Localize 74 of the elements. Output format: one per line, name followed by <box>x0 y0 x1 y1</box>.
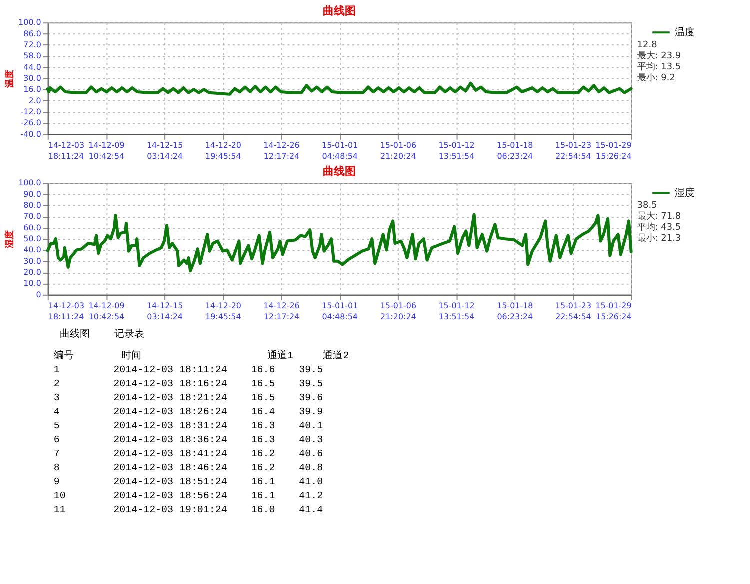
chart-title: 曲线图 <box>323 165 356 178</box>
x-tick-label: 15-01-06 21:20:24 <box>380 301 417 322</box>
text: 5 2014-12-03 18:31:24 16.3 40.1 <box>54 420 324 432</box>
y-axis-title: 温度 <box>4 70 16 89</box>
text: 最大: 71.8 <box>637 211 682 222</box>
y-tick-label: 100.0 <box>18 18 42 28</box>
x-tick-label: 15-01-12 13:51:54 <box>438 140 475 161</box>
x-tick-label: 15-01-01 04:48:54 <box>322 140 358 161</box>
x-tick-label: 14-12-03 18:11:24 <box>48 301 85 322</box>
y-tick-label: 20.0 <box>24 268 42 278</box>
text: 曲线图 <box>60 328 90 340</box>
y-tick-label: 44.0 <box>24 62 42 72</box>
y-tick-label: 58.0 <box>24 52 42 61</box>
x-tick-label: 14-12-15 03:14:24 <box>146 140 184 161</box>
text: 平均: 43.5 <box>637 222 682 234</box>
x-tick-label: 15-01-23 22:54:54 <box>555 301 592 322</box>
y-axis-title: 湿度 <box>4 230 16 250</box>
text: 8 2014-12-03 18:46:24 16.2 40.8 <box>54 462 324 474</box>
x-tick-label: 15-01-06 21:20:24 <box>380 140 417 161</box>
legend-label: 湿度 <box>675 187 696 200</box>
y-tick-label: 86.0 <box>24 29 42 38</box>
y-tick-label: 100.0 <box>18 178 42 188</box>
text: 9 2014-12-03 18:51:24 16.1 41.0 <box>54 476 324 488</box>
x-tick-label: 15-01-23 22:54:54 <box>555 140 592 161</box>
line-series <box>46 213 633 273</box>
y-tick-label: 60.0 <box>24 223 42 232</box>
text: 1 2014-12-03 18:11:24 16.6 39.5 <box>54 364 324 376</box>
x-tick-label: 15-01-18 06:23:24 <box>497 301 534 322</box>
y-tick-label: 72.0 <box>24 40 42 50</box>
text: 11 2014-12-03 19:01:24 16.0 41.4 <box>54 504 324 516</box>
y-tick-label: 0 <box>36 290 42 300</box>
text: 平均: 13.5 <box>637 62 682 73</box>
x-tick-label: 14-12-09 10:42:54 <box>88 140 125 161</box>
x-tick-label: 14-12-26 12:17:24 <box>264 301 300 322</box>
y-tick-label: 10.0 <box>24 279 42 288</box>
y-tick-label: 80.0 <box>24 201 42 210</box>
text: 最大: 23.9 <box>637 50 682 62</box>
text: 12.8 <box>637 40 658 51</box>
line-series <box>46 82 633 96</box>
text: 编号 时间 通道1 通道2 <box>54 350 350 362</box>
text: 7 2014-12-03 18:41:24 16.2 40.6 <box>54 448 324 460</box>
y-tick-label: 30.0 <box>24 74 42 83</box>
y-tick-label: 2.0 <box>28 96 42 106</box>
x-tick-label: 14-12-03 18:11:24 <box>48 140 85 161</box>
x-tick-label: 15-01-29 15:26:24 <box>596 301 632 322</box>
text: 记录表 <box>114 328 145 340</box>
y-tick-label: -40.0 <box>20 130 42 139</box>
y-tick-label: 70.0 <box>24 212 42 222</box>
text: 最小: 9.2 <box>637 72 676 84</box>
x-tick-label: 14-12-20 19:45:54 <box>205 140 242 161</box>
text: 3 2014-12-03 18:21:24 16.5 39.6 <box>54 392 324 404</box>
y-tick-label: 40.0 <box>24 246 42 255</box>
y-tick-label: -12.0 <box>20 107 42 116</box>
x-tick-label: 14-12-15 03:14:24 <box>146 301 184 322</box>
x-tick-label: 15-01-18 06:23:24 <box>497 140 534 161</box>
y-tick-label: 30.0 <box>24 256 42 266</box>
y-tick-label: 90.0 <box>24 190 42 199</box>
y-tick-label: 50.0 <box>24 234 42 244</box>
legend-label: 温度 <box>675 26 696 39</box>
text: 6 2014-12-03 18:36:24 16.3 40.3 <box>54 434 324 446</box>
x-tick-label: 14-12-09 10:42:54 <box>88 301 125 322</box>
text: 38.5 <box>637 201 658 212</box>
x-tick-label: 15-01-12 13:51:54 <box>438 301 475 322</box>
chart-title: 曲线图 <box>323 4 356 18</box>
text: 最小: 21.3 <box>637 233 682 244</box>
x-tick-label: 15-01-01 04:48:54 <box>322 301 358 322</box>
y-tick-label: 16.0 <box>24 85 42 94</box>
x-tick-label: 14-12-26 12:17:24 <box>264 140 300 161</box>
x-tick-label: 15-01-29 15:26:24 <box>596 140 632 161</box>
x-tick-label: 14-12-20 19:45:54 <box>205 301 242 322</box>
text: 4 2014-12-03 18:26:24 16.4 39.9 <box>54 406 324 418</box>
text: 10 2014-12-03 18:56:24 16.1 41.2 <box>54 490 324 502</box>
y-tick-label: -26.0 <box>20 118 42 128</box>
text: 2 2014-12-03 18:16:24 16.5 39.5 <box>54 378 324 390</box>
